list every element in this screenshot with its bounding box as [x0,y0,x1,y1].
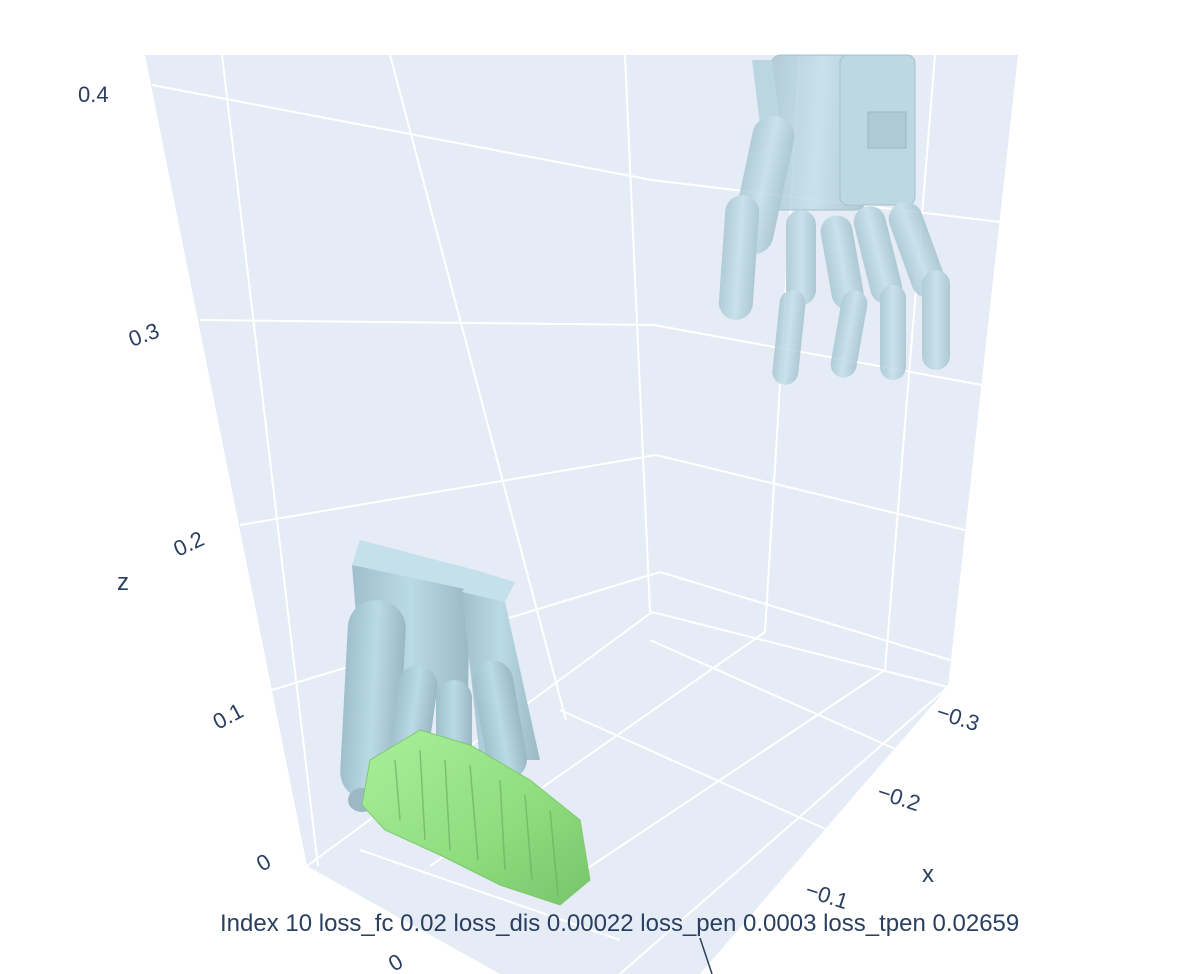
hand-mesh-initial [718,54,950,385]
axis-line-fragment [699,937,713,974]
z-tick-0.3: 0.3 [125,318,162,352]
z-tick-0.1: 0.1 [209,698,248,734]
x-axis-title: x [922,861,934,888]
grid-lines [151,54,1001,974]
x-tick-neg0.2: −0.2 [874,779,923,816]
z-tick-0.2: 0.2 [170,526,208,562]
x-tick-neg0.3: −0.3 [933,699,982,736]
y-tick-0: 0 [384,949,407,974]
z-axis-title: z [117,569,129,596]
back-wall-left [145,55,652,866]
z-tick-0: 0 [252,849,275,877]
x-tick-neg0.1: −0.1 [802,877,851,914]
chart-caption: Index 10 loss_fc 0.02 loss_dis 0.00022 l… [220,910,1019,937]
floor [307,612,948,974]
z-tick-0.4: 0.4 [78,82,109,107]
object-mesh [361,729,591,906]
